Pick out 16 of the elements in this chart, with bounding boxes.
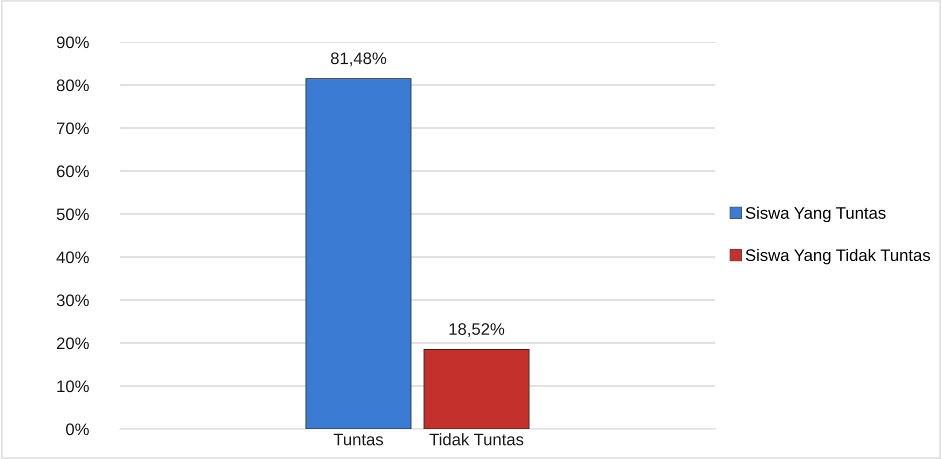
- y-tick-label: 0%: [66, 423, 89, 436]
- legend-label: Siswa Yang Tuntas: [746, 206, 886, 222]
- x-tick-label: Tidak Tuntas: [430, 433, 524, 446]
- y-tick-label: 40%: [56, 251, 89, 264]
- y-tick-label: 80%: [56, 79, 89, 92]
- y-tick-label: 10%: [57, 380, 89, 392]
- legend-label: Siswa Yang Tidak Tuntas: [746, 248, 930, 264]
- y-tick-label: 30%: [56, 294, 89, 306]
- y-tick-label: 20%: [56, 337, 89, 350]
- data-label: 81,48%: [330, 52, 386, 66]
- data-label: 18,52%: [450, 323, 504, 337]
- y-tick-label: 70%: [56, 122, 89, 134]
- y-tick-label: 60%: [56, 165, 89, 178]
- y-tick-label: 90%: [56, 36, 89, 48]
- y-tick-label: 50%: [56, 208, 89, 220]
- x-tick-label: Tuntas: [334, 434, 384, 446]
